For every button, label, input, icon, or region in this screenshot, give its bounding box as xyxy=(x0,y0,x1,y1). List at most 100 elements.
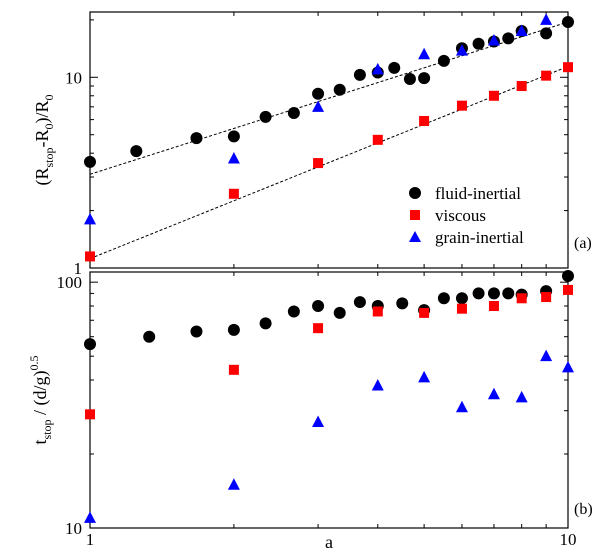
point-viscous xyxy=(541,292,552,303)
point-grain-inertial xyxy=(540,13,553,25)
point-grain-inertial xyxy=(371,62,384,75)
point-grain-inertial xyxy=(84,212,96,225)
y-tick-label: 10 xyxy=(65,68,82,87)
panel-b-points xyxy=(84,269,574,523)
point-fluid-inertial xyxy=(472,287,485,300)
panel-b-frame xyxy=(89,271,569,529)
point-fluid-inertial xyxy=(437,54,450,67)
panel-a-y-axis-title: (Rstop-R0)/R0 xyxy=(32,94,56,185)
point-viscous xyxy=(419,115,430,126)
y-tick-label: 100 xyxy=(57,273,83,292)
point-viscous xyxy=(313,158,324,169)
legend-marker-viscous xyxy=(410,210,420,220)
panel-b-x-tick-labels: 1 10 xyxy=(86,530,577,549)
point-fluid-inertial xyxy=(502,32,515,45)
point-fluid-inertial xyxy=(312,299,325,312)
panel-a-y-tick-labels: 1 10 xyxy=(65,68,82,278)
panel-b: 10 100 1 10 tstop / (d/g)0.5 (b) a xyxy=(27,269,593,550)
point-grain-inertial xyxy=(455,44,468,56)
point-fluid-inertial xyxy=(259,110,272,123)
point-fluid-inertial xyxy=(487,287,500,300)
point-grain-inertial xyxy=(540,349,553,362)
point-viscous xyxy=(419,307,430,318)
point-fluid-inertial xyxy=(353,296,366,309)
point-viscous xyxy=(372,306,383,317)
point-fluid-inertial xyxy=(388,61,401,74)
point-fluid-inertial xyxy=(227,130,240,143)
legend-marker-fluid-inertial xyxy=(409,187,421,199)
point-grain-inertial xyxy=(487,387,500,400)
panel-b-ticks xyxy=(89,272,569,529)
point-viscous xyxy=(488,90,499,101)
panel-a-ticks xyxy=(89,12,569,269)
legend-label-fluid-inertial: fluid-inertial xyxy=(435,184,521,203)
point-viscous xyxy=(372,134,383,145)
point-fluid-inertial xyxy=(403,72,416,85)
y-tick-label: 1 xyxy=(74,259,83,278)
legend-marker-grain-inertial xyxy=(409,231,421,242)
point-viscous xyxy=(85,251,95,262)
point-fluid-inertial xyxy=(562,15,574,28)
point-fluid-inertial xyxy=(455,292,468,305)
point-fluid-inertial xyxy=(130,145,143,158)
point-fluid-inertial xyxy=(437,292,450,305)
panel-a-fit-lines xyxy=(89,21,569,260)
point-viscous xyxy=(563,62,573,73)
point-grain-inertial xyxy=(418,370,431,383)
panel-a-points xyxy=(84,13,574,262)
panel-a-tag: (a) xyxy=(574,235,592,252)
legend-label-grain-inertial: grain-inertial xyxy=(435,228,524,247)
point-fluid-inertial xyxy=(84,338,96,351)
y-tick-label: 10 xyxy=(65,519,82,538)
point-fluid-inertial xyxy=(502,287,515,300)
point-fluid-inertial xyxy=(418,72,431,85)
point-fluid-inertial xyxy=(84,155,96,168)
legend-label-viscous: viscous xyxy=(435,206,486,225)
point-grain-inertial xyxy=(312,100,325,112)
point-viscous xyxy=(228,364,239,375)
point-fluid-inertial xyxy=(259,317,272,330)
point-fluid-inertial xyxy=(396,297,409,310)
x-axis-title: a xyxy=(325,532,333,550)
point-viscous xyxy=(488,300,499,311)
point-grain-inertial xyxy=(487,33,500,46)
point-fluid-inertial xyxy=(190,132,203,145)
point-viscous xyxy=(516,81,527,92)
fit-line xyxy=(89,65,569,260)
point-fluid-inertial xyxy=(143,330,156,343)
panel-b-tag: (b) xyxy=(574,501,593,518)
x-tick-label: 1 xyxy=(86,530,95,549)
point-grain-inertial xyxy=(227,152,240,164)
point-viscous xyxy=(541,70,552,81)
point-grain-inertial xyxy=(515,24,528,36)
point-fluid-inertial xyxy=(287,305,300,318)
point-grain-inertial xyxy=(515,390,528,403)
point-fluid-inertial xyxy=(353,68,366,81)
point-fluid-inertial xyxy=(333,83,346,96)
point-fluid-inertial xyxy=(540,27,553,40)
point-fluid-inertial xyxy=(227,323,240,336)
panel-a: 1 10 (Rstop-R0)/R0 fluid-inertial viscous… xyxy=(32,11,592,278)
point-viscous xyxy=(516,293,527,304)
point-viscous xyxy=(563,284,573,295)
point-viscous xyxy=(313,323,324,334)
legend: fluid-inertial viscous grain-inertial xyxy=(409,184,524,247)
point-fluid-inertial xyxy=(287,106,300,119)
fit-line xyxy=(89,21,569,175)
point-fluid-inertial xyxy=(190,325,203,338)
panel-b-y-axis-title: tstop / (d/g)0.5 xyxy=(27,355,54,444)
point-grain-inertial xyxy=(562,360,574,373)
point-fluid-inertial xyxy=(562,269,574,282)
point-grain-inertial xyxy=(455,400,468,413)
point-fluid-inertial xyxy=(472,37,485,50)
point-grain-inertial xyxy=(312,415,325,427)
point-viscous xyxy=(456,303,467,314)
point-fluid-inertial xyxy=(333,306,346,319)
point-viscous xyxy=(85,409,95,420)
point-grain-inertial xyxy=(84,511,96,523)
point-grain-inertial xyxy=(418,47,431,60)
point-fluid-inertial xyxy=(312,87,325,100)
panel-b-y-tick-labels: 10 100 xyxy=(57,273,83,538)
point-grain-inertial xyxy=(371,378,384,391)
